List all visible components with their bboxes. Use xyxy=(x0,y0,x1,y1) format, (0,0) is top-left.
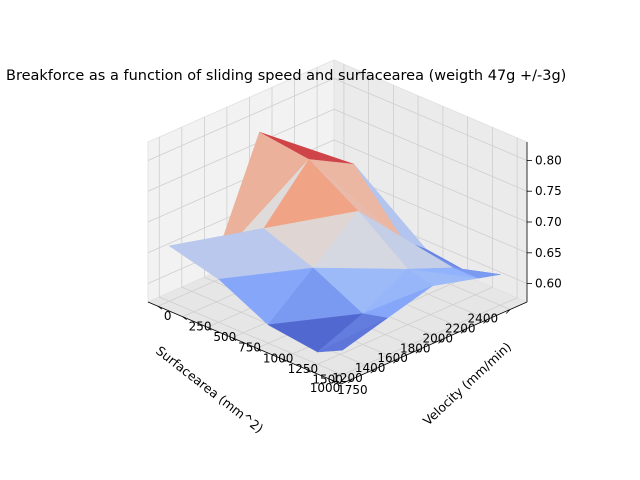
y-tick-label: 1500 xyxy=(312,372,343,386)
grid-line xyxy=(333,78,528,161)
x-tick xyxy=(483,319,488,324)
x-tick-label: 2400 xyxy=(468,312,499,326)
y-tick-label: 1750 xyxy=(337,383,368,397)
x-tick-label: 2000 xyxy=(422,331,453,345)
y-tick-label: 1000 xyxy=(263,351,294,365)
x-tick xyxy=(348,378,353,384)
x-tick xyxy=(370,368,376,374)
x-tick-label: 1400 xyxy=(355,361,386,375)
x-tick-label: 1800 xyxy=(400,341,431,355)
grid-line xyxy=(330,297,518,381)
x-tick-label: 1200 xyxy=(332,371,363,385)
y-tick-label: 250 xyxy=(189,320,212,334)
grid-line xyxy=(333,139,528,223)
x-tick-label: 1000 xyxy=(310,381,341,395)
y-tick xyxy=(256,347,262,352)
y-tick xyxy=(182,316,187,321)
y-axis-label: Velocity (mm/min) xyxy=(420,339,514,428)
z-tick-label: 0.70 xyxy=(535,215,562,229)
x-tick xyxy=(415,348,421,354)
z-tick-label: 0.75 xyxy=(535,184,562,198)
y-tick-label: 0 xyxy=(164,309,172,323)
tick-labels: 1000120014001600180020002200240002505007… xyxy=(157,154,562,397)
grid-line xyxy=(333,108,528,192)
grid-line xyxy=(306,286,493,370)
y-tick-label: 750 xyxy=(238,341,261,355)
z-tick-label: 0.65 xyxy=(535,246,562,260)
chart-title: Breakforce as a function of sliding spee… xyxy=(6,68,566,84)
x-tick xyxy=(460,329,466,334)
x-axis-label: Surfacearea (mm^2) xyxy=(153,343,266,436)
y-tick xyxy=(207,326,212,331)
x-tick-label: 2200 xyxy=(445,321,476,335)
y-tick-label: 1250 xyxy=(288,362,319,376)
x-tick xyxy=(505,309,511,314)
surface-facet xyxy=(317,317,388,353)
x-tick xyxy=(393,358,398,364)
grid-line xyxy=(147,78,335,161)
y-tick xyxy=(306,368,311,373)
y-tick-label: 500 xyxy=(213,330,236,344)
x-axis-line xyxy=(340,301,528,385)
grid-line xyxy=(147,108,335,192)
y-tick xyxy=(231,337,237,342)
y-tick xyxy=(157,305,163,310)
y-axis-line xyxy=(147,301,342,385)
x-tick xyxy=(438,339,443,344)
z-tick-label: 0.80 xyxy=(535,154,562,168)
y-tick xyxy=(281,358,286,363)
grid-line xyxy=(159,296,353,380)
x-tick-label: 1600 xyxy=(377,351,408,365)
z-tick-label: 0.60 xyxy=(535,277,562,291)
surface-plot xyxy=(168,131,501,353)
y-tick xyxy=(330,379,336,384)
